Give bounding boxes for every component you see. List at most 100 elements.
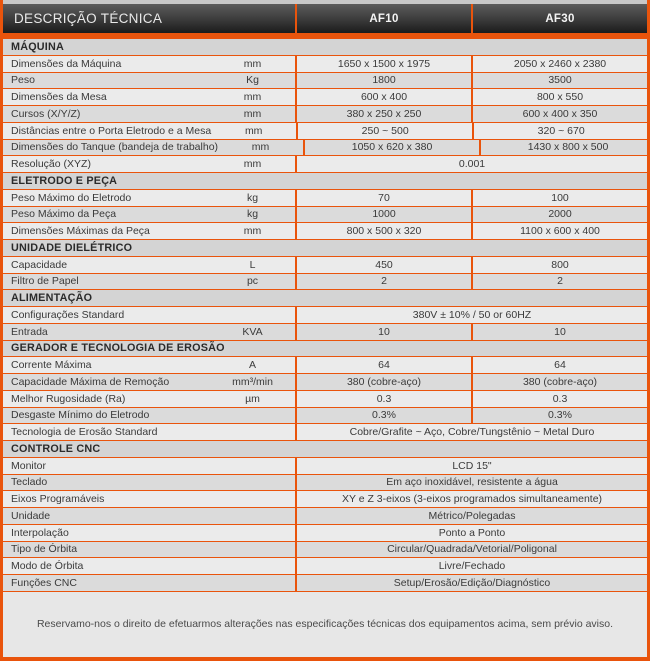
row-value-af30: 0.3% — [471, 407, 647, 424]
row-unit: Kg — [246, 74, 259, 87]
section-header: CONTROLE CNC — [3, 441, 647, 458]
table-row: Filtro de Papel pc 2 2 — [3, 273, 647, 291]
row-unit — [210, 408, 295, 424]
table-row: Eixos Programáveis XY e Z 3-eixos (3-eixo… — [3, 491, 647, 508]
row-value-af30: 0.3 — [471, 390, 647, 407]
row-unit: KVA — [242, 325, 263, 338]
table-row: Capacidade Máxima de Remoção mm³/min 380 (… — [3, 374, 647, 391]
row-value-af30: 1100 x 600 x 400 — [471, 223, 647, 239]
row-label: Interpolação — [11, 526, 69, 539]
table-row: Distâncias entre o Porta Eletrodo e a Me… — [3, 122, 647, 140]
row-label: Unidade — [11, 509, 51, 522]
table-row: Resolução (XYZ) mm 0.001 — [3, 156, 647, 173]
table-row: Teclado Em aço inoxidável, resistente a á… — [3, 474, 647, 492]
table-row: Capacidade L 450 800 — [3, 256, 647, 274]
row-value-af10: 800 x 500 x 320 — [295, 223, 471, 239]
row-label: Peso Máximo do Eletrodo — [11, 191, 132, 204]
row-label: Filtro de Papel — [11, 275, 79, 288]
row-value-af30: 600 x 400 x 350 — [471, 106, 647, 122]
row-unit — [210, 475, 295, 491]
section-header: GERADOR E TECNOLOGIA DE EROSÃO — [3, 340, 647, 358]
row-value-af10: 1650 x 1500 x 1975 — [295, 55, 471, 72]
row-value-span: 380V ± 10% / 50 or 60HZ — [295, 307, 647, 323]
row-value-af10: 450 — [295, 256, 471, 273]
row-value-af10: 600 x 400 — [295, 89, 471, 105]
row-value-af10: 1000 — [295, 206, 471, 223]
section-header: ALIMENTAÇÃO — [3, 290, 647, 307]
row-label: Entrada — [11, 325, 48, 338]
section-header: UNIDADE DIELÉTRICO — [3, 240, 647, 257]
row-value-span: Cobre/Grafite ~ Aço, Cobre/Tungstênio ~ … — [295, 424, 647, 440]
table-row: Peso Máximo do Eletrodo kg 70 100 — [3, 189, 647, 207]
row-label: Peso Máximo da Peça — [11, 208, 117, 221]
row-label: Capacidade Máxima de Remoção — [11, 375, 170, 388]
row-label: Teclado — [11, 476, 48, 489]
row-unit — [210, 508, 295, 524]
table-row: Configurações Standard 380V ± 10% / 50 or… — [3, 307, 647, 324]
row-label: Capacidade — [11, 258, 68, 271]
table-row: Funções CNC Setup/Erosão/Edição/Diagnósti… — [3, 575, 647, 592]
row-value-af10: 380 (cobre-aço) — [295, 374, 471, 390]
column-header-af10: AF10 — [295, 4, 471, 33]
row-value-af10: 0.3% — [295, 407, 471, 424]
row-unit — [210, 558, 295, 574]
table-row: Dimensões da Mesa mm 600 x 400 800 x 550 — [3, 89, 647, 106]
row-unit: L — [249, 258, 256, 271]
row-label: Resolução (XYZ) — [11, 158, 91, 171]
table-row: Entrada KVA 10 10 — [3, 323, 647, 341]
row-label: Dimensões da Mesa — [11, 91, 107, 104]
row-label: Monitor — [11, 459, 47, 472]
row-label: Tipo de Órbita — [11, 543, 78, 556]
row-value-span: Livre/Fechado — [295, 558, 647, 574]
row-value-span: XY e Z 3-eixos (3-eixos programados simu… — [295, 491, 647, 507]
disclaimer-note: Reservamo-nos o direito de efetuarmos al… — [36, 618, 614, 631]
row-unit — [210, 525, 295, 541]
row-value-span: LCD 15" — [295, 457, 647, 474]
row-value-span: Circular/Quadrada/Vetorial/Poligonal — [295, 541, 647, 558]
row-unit: mm — [243, 57, 262, 70]
row-unit — [210, 491, 295, 507]
row-value-af10: 0.3 — [295, 390, 471, 407]
row-unit: mm — [243, 158, 262, 171]
row-unit: mm — [243, 91, 262, 104]
column-header-af30: AF30 — [471, 4, 647, 33]
row-unit — [210, 307, 295, 323]
row-unit: A — [248, 359, 256, 372]
table-row: Cursos (X/Y/Z) mm 380 x 250 x 250 600 x 400… — [3, 106, 647, 123]
table-row: Tipo de Órbita Circular/Quadrada/Vetorial… — [3, 541, 647, 559]
row-unit: µm — [245, 392, 260, 405]
row-value-span: Métrico/Polegadas — [295, 508, 647, 524]
row-value-af30: 800 — [471, 256, 647, 273]
row-value-af30: 800 x 550 — [471, 89, 647, 105]
row-label: Peso — [11, 74, 35, 87]
row-unit — [210, 424, 295, 440]
row-unit: mm — [251, 141, 270, 154]
table-row: Peso Kg 1800 3500 — [3, 72, 647, 90]
top-strip — [3, 0, 647, 4]
row-value-af10: 250 ~ 500 — [296, 122, 472, 139]
row-value-span: Setup/Erosão/Edição/Diagnóstico — [295, 575, 647, 591]
row-value-af30: 380 (cobre-aço) — [471, 374, 647, 390]
row-label: Cursos (X/Y/Z) — [11, 107, 81, 120]
row-unit: mm — [244, 124, 263, 137]
row-value-af30: 10 — [471, 323, 647, 340]
section-header: ELETRODO E PEÇA — [3, 173, 647, 190]
row-value-af30: 2000 — [471, 206, 647, 223]
row-value-span: Em aço inoxidável, resistente a água — [295, 474, 647, 491]
row-unit: kg — [246, 191, 259, 204]
row-value-af10: 380 x 250 x 250 — [295, 106, 471, 122]
table-row: Corrente Máxima A 64 64 — [3, 357, 647, 374]
table-header: DESCRIÇÃO TÉCNICA AF10 AF30 — [3, 4, 647, 33]
page-title: DESCRIÇÃO TÉCNICA — [14, 11, 163, 26]
row-value-af30: 2 — [471, 273, 647, 290]
row-value-af30: 320 ~ 670 — [472, 122, 647, 139]
row-label: Corrente Máxima — [11, 359, 92, 372]
row-label: Tecnologia de Erosão Standard — [11, 426, 158, 439]
row-label: Melhor Rugosidade (Ra) — [11, 392, 126, 405]
table-row: Tecnologia de Erosão Standard Cobre/Grafi… — [3, 424, 647, 441]
row-value-af30: 100 — [471, 189, 647, 206]
spec-table: MÁQUINA Dimensões da Máquina mm 1650 x 1500… — [3, 39, 647, 592]
row-label: Funções CNC — [11, 576, 77, 589]
table-row: Monitor LCD 15" — [3, 457, 647, 475]
